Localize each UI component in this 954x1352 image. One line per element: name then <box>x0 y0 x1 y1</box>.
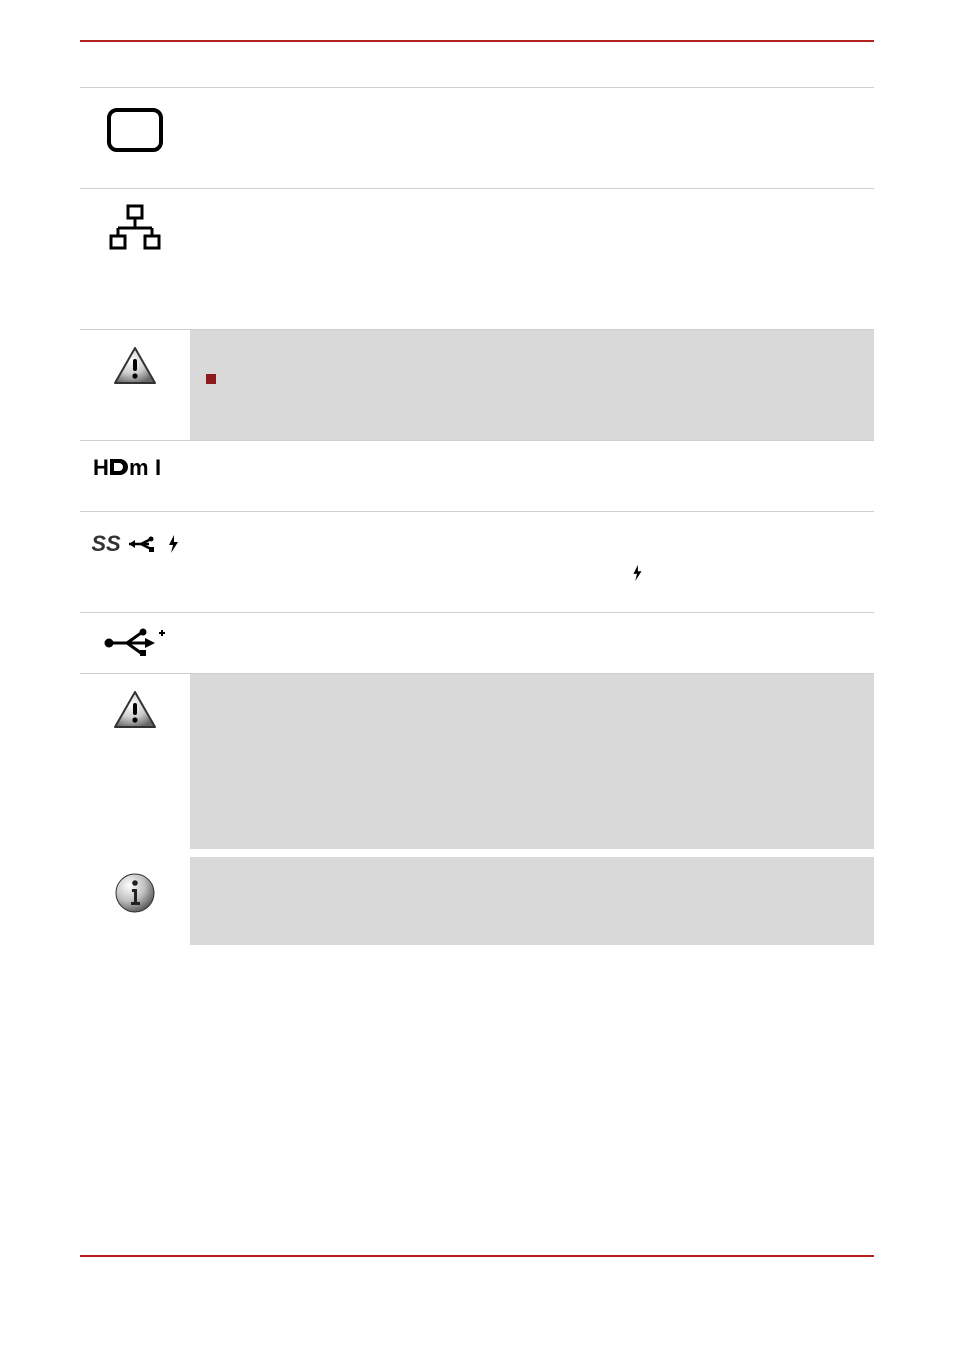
icon-col-hdmi: H m I <box>80 441 190 511</box>
usb-superspeed-charge-icon: SS <box>91 531 178 557</box>
usb-warning-content <box>190 674 874 849</box>
page-root: H m I SS <box>0 0 954 1352</box>
display-icon <box>107 108 163 152</box>
display-body <box>190 88 874 188</box>
usb-ss-body <box>190 512 874 612</box>
section-usb-info <box>80 857 874 945</box>
warning-icon <box>112 689 158 736</box>
top-accent-rule <box>80 40 874 42</box>
usb-body <box>190 613 874 673</box>
icon-col-network <box>80 189 190 329</box>
svg-text:I: I <box>155 456 161 480</box>
svg-text:m: m <box>129 456 149 480</box>
icon-col-usb <box>80 613 190 673</box>
warning-callout-block <box>190 674 874 849</box>
icon-col-usb-ss: SS <box>80 512 190 612</box>
hdmi-icon-text: H <box>93 456 108 480</box>
hdmi-icon: H m I <box>93 456 177 485</box>
icon-col-usb-info <box>80 857 190 945</box>
icon-col-usb-warning <box>80 674 190 849</box>
info-icon <box>114 872 156 919</box>
warning-callout-bulleted <box>190 330 874 440</box>
section-usb <box>80 612 874 673</box>
usb-info-content <box>190 857 874 945</box>
network-icon <box>108 204 162 259</box>
section-network <box>80 188 874 329</box>
lightning-inline-icon <box>630 564 644 582</box>
usb-icon <box>103 628 167 663</box>
network-warning-content <box>190 330 874 440</box>
warning-icon <box>112 345 158 392</box>
section-display <box>80 87 874 188</box>
section-network-warning <box>80 329 874 440</box>
bottom-accent-rule <box>80 1255 874 1257</box>
bottom-rule-wrap <box>80 1255 874 1257</box>
icon-col-network-warning <box>80 330 190 440</box>
usb-ss-text: SS <box>91 531 120 557</box>
section-usb-ss: SS <box>80 511 874 612</box>
section-hdmi: H m I <box>80 440 874 511</box>
icon-col-display <box>80 88 190 188</box>
section-usb-warning <box>80 673 874 849</box>
info-callout-block <box>190 857 874 945</box>
network-body <box>190 189 874 329</box>
hdmi-body <box>190 441 874 511</box>
